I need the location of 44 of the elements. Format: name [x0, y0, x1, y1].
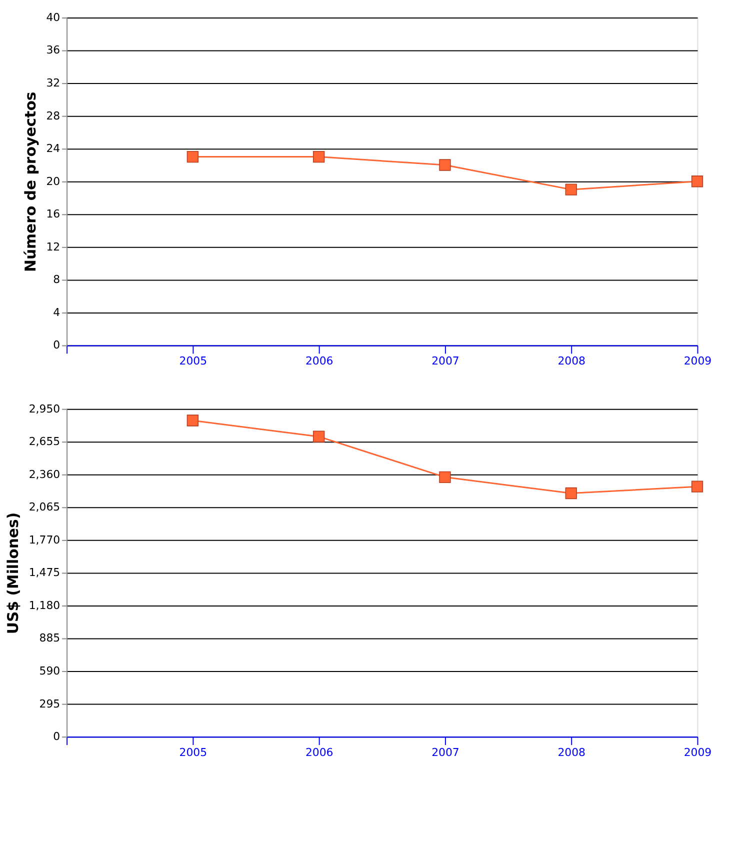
y-tick-label: 0	[53, 730, 60, 744]
point	[312, 430, 325, 442]
x-tick-label: 2006	[305, 354, 334, 368]
y-tick-label: 1,475	[28, 566, 60, 580]
x-tick-label: 2009	[684, 354, 712, 368]
point	[186, 414, 199, 426]
y-tick-label: 0	[53, 338, 60, 352]
point	[439, 471, 451, 483]
point	[565, 184, 577, 196]
x-tick-label: 2006	[305, 746, 334, 759]
y-tick-label: 885	[39, 632, 60, 645]
y-tick-label: 590	[39, 664, 60, 678]
y-axis-title: Número de proyectos	[21, 92, 40, 272]
x-tick-label: 2008	[558, 354, 586, 368]
point	[312, 150, 325, 163]
x-tick-label: 2007	[432, 746, 460, 759]
y-tick-label: 28	[46, 109, 60, 122]
x-tick-label: 2009	[684, 746, 712, 759]
point	[691, 176, 704, 188]
y-tick-label: 20	[46, 174, 60, 188]
x-tick-label: 2008	[558, 746, 586, 759]
y-tick-label: 2,065	[28, 500, 60, 514]
point	[565, 487, 577, 500]
point	[186, 150, 199, 163]
y-tick-label: 2,360	[28, 468, 60, 481]
y-tick-label: 4	[53, 306, 60, 319]
y-tick-label: 32	[46, 76, 60, 90]
x-tick-label: 2007	[432, 354, 460, 368]
y-tick-label: 2,655	[28, 435, 60, 448]
y-axis-title: US$ (Millones)	[4, 512, 22, 634]
y-tick-label: 2,950	[28, 402, 60, 416]
y-tick-label: 295	[39, 697, 60, 710]
y-tick-label: 36	[46, 44, 60, 57]
point	[439, 159, 451, 171]
y-tick-label: 24	[46, 142, 60, 156]
point	[691, 480, 704, 492]
x-tick-label: 2005	[179, 746, 208, 759]
y-tick-label: 8	[53, 273, 60, 286]
y-tick-label: 1,180	[28, 598, 60, 612]
y-tick-label: 1,770	[28, 533, 60, 546]
x-tick-label: 2005	[179, 354, 208, 368]
y-tick-label: 40	[46, 10, 60, 24]
y-tick-label: 16	[46, 208, 60, 221]
y-tick-label: 12	[46, 240, 60, 254]
